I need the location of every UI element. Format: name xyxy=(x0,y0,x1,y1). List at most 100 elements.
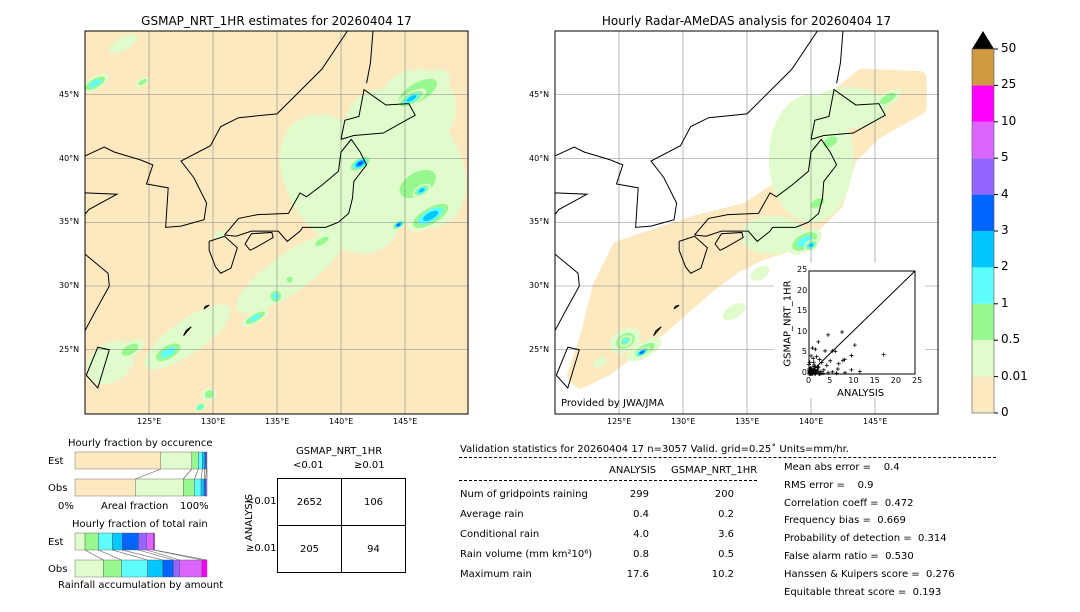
score-line: RMS error = 0.9 xyxy=(784,480,874,491)
score-line: False alarm ratio = 0.530 xyxy=(784,551,914,562)
colorbar-label: 0.5 xyxy=(1001,332,1020,346)
colorbar-segment xyxy=(972,195,994,231)
fraction-bar-segment xyxy=(75,560,103,577)
rain-est-label: Est xyxy=(48,537,63,548)
lat-tick-label: 35°N xyxy=(529,217,549,226)
score-line: Mean abs error = 0.4 xyxy=(784,462,900,473)
fraction-bar-segment xyxy=(202,452,204,469)
scatter-x-tick: 20 xyxy=(891,376,901,385)
ct-col-ge: ≥0.01 xyxy=(354,460,385,471)
lat-tick-label: 35°N xyxy=(59,217,79,226)
scatter-y-tick: 5 xyxy=(797,347,807,356)
scatter-y-tick: 0 xyxy=(797,368,807,377)
fraction-bar-segment xyxy=(194,479,201,496)
lon-tick-label: 130°E xyxy=(201,417,225,426)
stats-label: Conditional rain xyxy=(460,529,539,540)
lat-tick-label: 30°N xyxy=(59,281,79,290)
ct-row-lt: <0.01 xyxy=(246,496,277,507)
fraction-connector xyxy=(85,550,103,560)
stats-a: 17.6 xyxy=(605,569,649,580)
stats-g: 0.5 xyxy=(690,549,734,560)
fraction-bar-segment xyxy=(147,533,154,550)
lon-tick-label: 125°E xyxy=(607,417,631,426)
scatter-y-tick: 15 xyxy=(797,306,807,315)
occ-xlabel: Areal fraction xyxy=(101,501,168,512)
lon-tick-label: 130°E xyxy=(671,417,695,426)
fraction-bar-segment xyxy=(206,479,207,496)
fraction-bar-segment xyxy=(180,560,202,577)
fraction-bar-segment xyxy=(206,452,207,469)
lat-tick-label: 45°N xyxy=(529,90,549,99)
colorbar-segment xyxy=(972,231,994,267)
colorbar-segment xyxy=(972,85,994,121)
scatter-x-tick: 10 xyxy=(848,376,858,385)
colorbar-label: 2 xyxy=(1001,259,1009,273)
scatter-x-tick: 5 xyxy=(827,376,832,385)
lon-tick-label: 140°E xyxy=(799,417,823,426)
colorbar-segment xyxy=(972,49,994,85)
fraction-bar-segment xyxy=(161,452,192,469)
fraction-bar-segment xyxy=(173,560,179,577)
fraction-bar-segment xyxy=(163,560,174,577)
fraction-connector xyxy=(201,469,202,479)
stats-g: 200 xyxy=(690,489,734,500)
stats-label: Maximum rain xyxy=(460,569,532,580)
colorbar-label: 25 xyxy=(1001,77,1016,91)
ct-cell: 2652 xyxy=(278,479,342,526)
fraction-bar-segment xyxy=(147,560,162,577)
lat-tick-label: 25°N xyxy=(59,345,79,354)
lat-tick-label: 45°N xyxy=(59,90,79,99)
occ-est-label: Est xyxy=(48,456,63,467)
colorbar-label: 0.01 xyxy=(1001,369,1028,383)
scatter-x-tick: 15 xyxy=(870,376,880,385)
fraction-bar-segment xyxy=(201,479,204,496)
ct-col-title: GSMAP_NRT_1HR xyxy=(296,446,382,457)
lon-tick-label: 135°E xyxy=(265,417,289,426)
colorbar-segment xyxy=(972,122,994,158)
scatter-x-tick: 0 xyxy=(806,376,811,385)
stats-a: 0.8 xyxy=(605,549,649,560)
score-line: Hanssen & Kuipers score = 0.276 xyxy=(784,569,955,580)
score-line: Probability of detection = 0.314 xyxy=(784,533,947,544)
map-area xyxy=(79,31,491,414)
lon-tick-label: 145°E xyxy=(393,417,417,426)
stats-a: 4.0 xyxy=(605,529,649,540)
ct-cell: 205 xyxy=(278,526,342,573)
stats-g: 10.2 xyxy=(690,569,734,580)
fraction-connector xyxy=(204,469,205,479)
score-line: Equitable threat score = 0.193 xyxy=(784,587,941,598)
fraction-bar-segment xyxy=(112,533,122,550)
colorbar-segment xyxy=(972,304,994,340)
fraction-bar-segment xyxy=(122,533,138,550)
colorbar-label: 10 xyxy=(1001,114,1016,128)
occurrence-title: Hourly fraction by occurence xyxy=(68,438,212,449)
fraction-bar-segment xyxy=(75,452,161,469)
fraction-bar-segment xyxy=(85,533,98,550)
rain-obs-label: Obs xyxy=(48,564,67,575)
scatter-y-tick: 20 xyxy=(797,286,807,295)
lat-tick-label: 25°N xyxy=(529,345,549,354)
score-line: Frequency bias = 0.669 xyxy=(784,515,906,526)
colorbar-extend-arrow xyxy=(972,31,994,49)
fraction-bar-segment xyxy=(103,560,121,577)
lat-tick-label: 40°N xyxy=(529,154,549,163)
fraction-connector xyxy=(154,550,202,560)
fraction-bar-segment xyxy=(75,479,136,496)
stats-label: Num of gridpoints raining xyxy=(460,489,588,500)
lon-tick-label: 125°E xyxy=(137,417,161,426)
fraction-bar-segment xyxy=(183,479,194,496)
fraction-bar-segment xyxy=(192,452,199,469)
ct-row-ge: ≥0.01 xyxy=(246,543,277,554)
colorbar-segment xyxy=(972,340,994,376)
stats-label: Average rain xyxy=(460,509,524,520)
credit-text: Provided by JWA/JMA xyxy=(561,398,664,409)
stats-label: Rain volume (mm km²10⁶) xyxy=(460,549,592,560)
lon-tick-label: 135°E xyxy=(735,417,759,426)
scatter-ylabel: GSMAP_NRT_1HR xyxy=(783,280,794,366)
stats-g: 3.6 xyxy=(690,529,734,540)
colorbar-label: 0 xyxy=(1001,405,1009,419)
ct-cell: 94 xyxy=(342,526,406,573)
occ-x0: 0% xyxy=(58,501,74,512)
scatter-xlabel: ANALYSIS xyxy=(837,388,884,399)
